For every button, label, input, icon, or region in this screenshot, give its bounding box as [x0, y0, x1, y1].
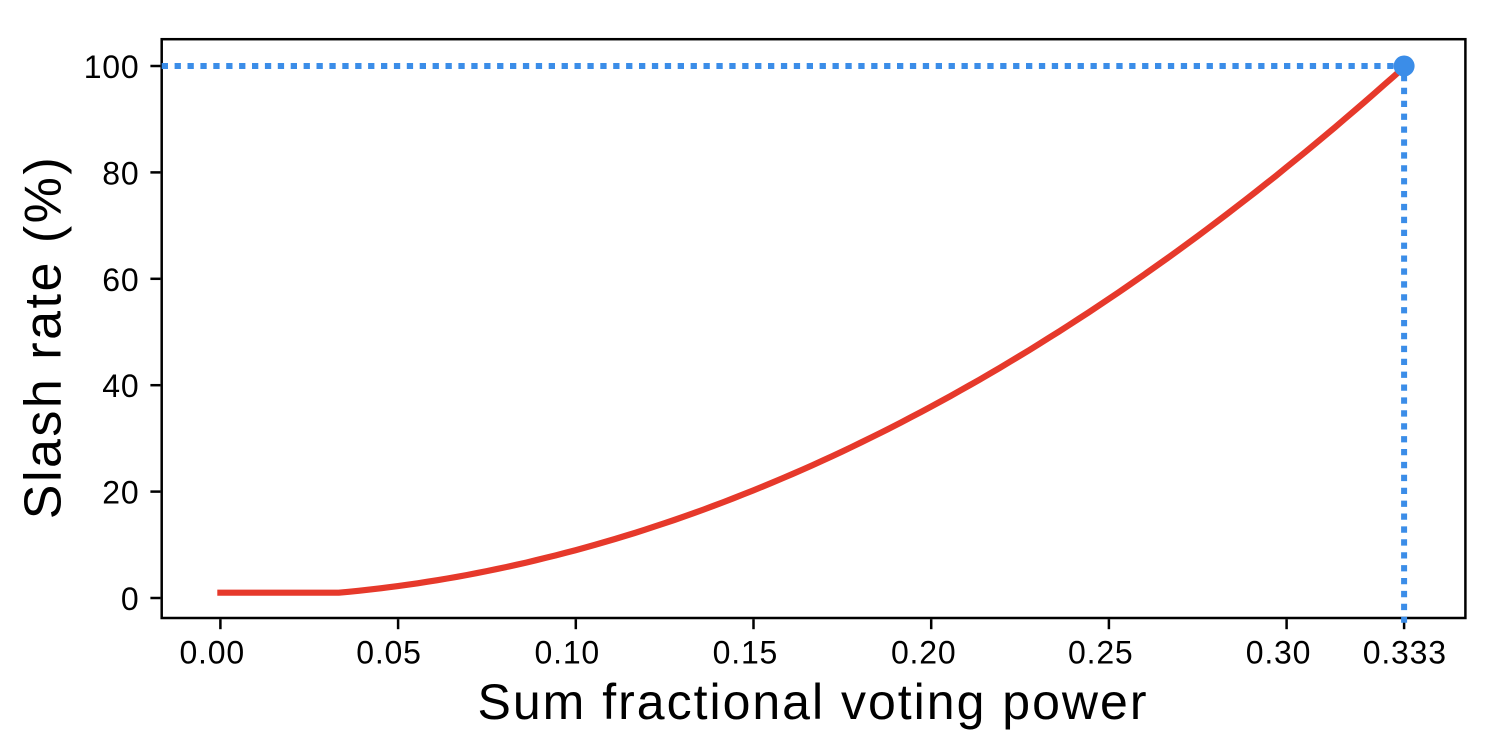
- svg-text:0.20: 0.20: [891, 635, 956, 671]
- svg-text:Slash rate (%): Slash rate (%): [15, 155, 73, 519]
- svg-text:0.333: 0.333: [1363, 635, 1447, 671]
- svg-text:0.30: 0.30: [1246, 635, 1311, 671]
- svg-text:80: 80: [102, 155, 139, 191]
- svg-text:0.00: 0.00: [179, 635, 244, 671]
- svg-text:100: 100: [84, 49, 140, 85]
- svg-text:20: 20: [102, 475, 139, 511]
- svg-text:0.10: 0.10: [535, 635, 600, 671]
- svg-text:40: 40: [102, 368, 139, 404]
- svg-text:0: 0: [121, 581, 140, 617]
- svg-text:0.15: 0.15: [713, 635, 778, 671]
- svg-text:0.05: 0.05: [356, 635, 421, 671]
- svg-text:0.25: 0.25: [1068, 635, 1133, 671]
- svg-text:60: 60: [102, 262, 139, 298]
- svg-text:Sum fractional voting power: Sum fractional voting power: [478, 674, 1149, 730]
